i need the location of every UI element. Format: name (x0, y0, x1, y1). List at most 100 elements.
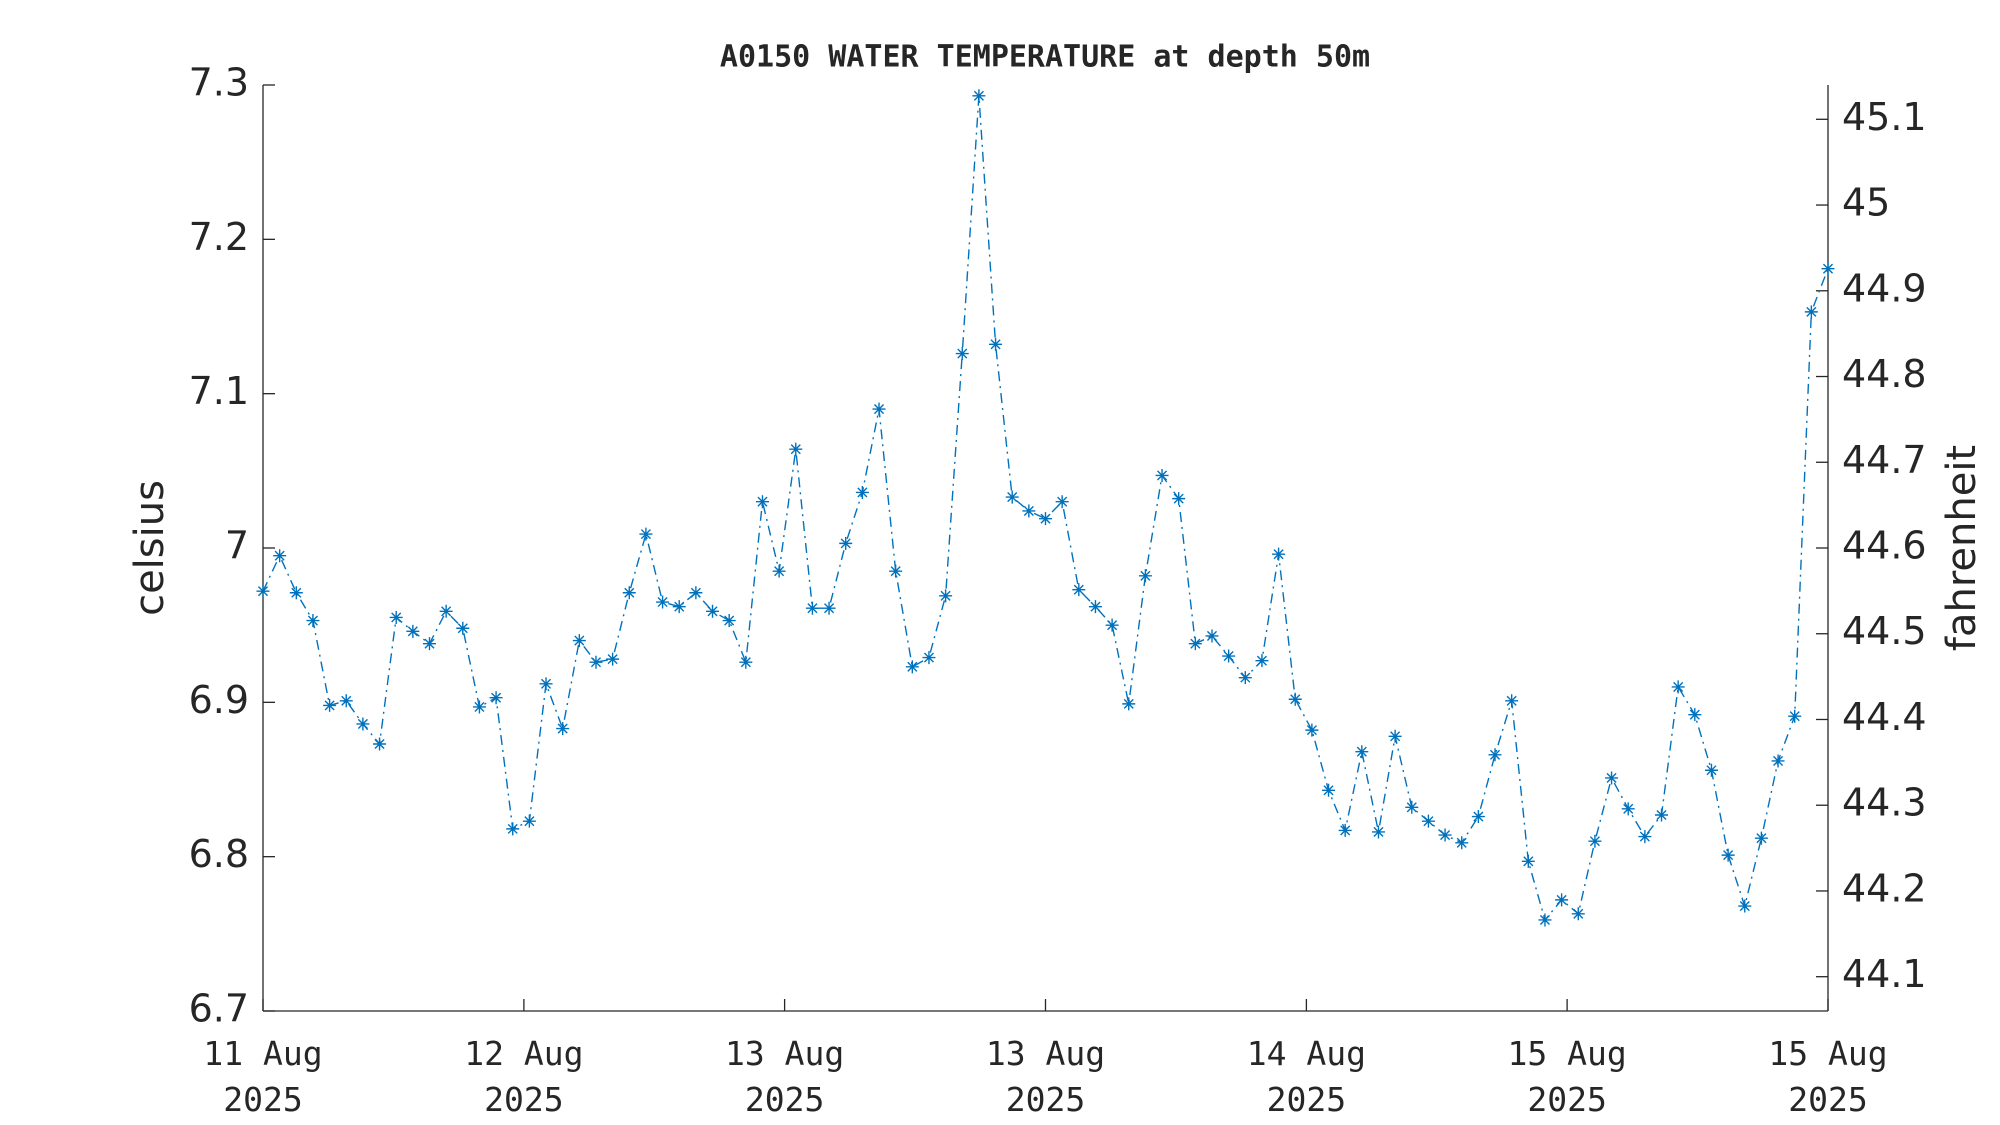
chart-title: A0150 WATER TEMPERATURE at depth 50m (720, 40, 1370, 75)
data-point (1172, 492, 1186, 506)
data-point (1072, 583, 1086, 597)
data-point (1771, 754, 1785, 768)
data-point (1188, 637, 1202, 651)
data-point (1022, 504, 1036, 518)
y-tick-label: 6.9 (189, 678, 249, 722)
data-point (289, 586, 303, 600)
data-point (1605, 771, 1619, 785)
data-point (472, 700, 486, 714)
data-point (656, 595, 670, 609)
data-point (1754, 831, 1768, 845)
data-point (1222, 649, 1236, 663)
data-point (955, 347, 969, 361)
data-point (622, 586, 636, 600)
series-line (262, 95, 1829, 922)
data-point (706, 604, 720, 618)
data-point (755, 495, 769, 509)
data-point (539, 677, 553, 691)
y2-tick-label: 45 (1842, 181, 1890, 225)
data-point (373, 737, 387, 751)
data-point (1621, 802, 1635, 816)
data-point (1721, 848, 1735, 862)
data-point (905, 660, 919, 674)
data-point (822, 601, 836, 615)
data-point (1305, 723, 1319, 737)
data-point (1788, 709, 1802, 723)
data-point (439, 604, 453, 618)
data-point (1638, 830, 1652, 844)
y2-tick-label: 45.1 (1842, 95, 1927, 139)
data-point (1371, 825, 1385, 839)
data-point (1088, 600, 1102, 614)
data-point (1488, 748, 1502, 762)
y2-tick-label: 44.1 (1842, 952, 1927, 996)
y2-tick-label: 44.5 (1842, 609, 1927, 653)
data-point (1039, 512, 1052, 526)
data-point (1704, 763, 1718, 777)
x-tick-label: 14 Aug 2025 (1246, 1034, 1366, 1119)
data-point (489, 691, 503, 705)
data-point (1338, 823, 1352, 837)
data-point (1455, 836, 1469, 850)
data-point (639, 527, 653, 541)
data-point (1388, 729, 1402, 743)
data-point (1205, 629, 1219, 643)
data-point (722, 614, 736, 628)
y2-tick-label: 44.3 (1842, 781, 1927, 825)
data-point (1288, 692, 1302, 706)
y-axis-label: celsius (127, 480, 173, 616)
data-point (689, 586, 703, 600)
data-point (506, 822, 520, 836)
data-point (606, 652, 620, 666)
data-point (1588, 834, 1602, 848)
data-point (389, 610, 403, 624)
y-tick-label: 7.2 (189, 215, 249, 259)
data-point (855, 485, 869, 499)
y2-tick-label: 44.8 (1842, 352, 1927, 396)
y-tick-label: 6.8 (189, 832, 249, 876)
y-tick-label: 7 (225, 524, 249, 568)
data-point (1688, 708, 1702, 722)
y2-tick-label: 44.7 (1842, 438, 1927, 482)
data-point (839, 536, 853, 550)
data-point (739, 655, 753, 669)
data-point (1438, 828, 1452, 842)
data-point (672, 600, 686, 614)
data-point (1655, 808, 1669, 822)
data-point (1738, 899, 1752, 913)
x-tick-label: 12 Aug 2025 (464, 1034, 584, 1119)
data-point (456, 621, 470, 635)
data-point (572, 634, 586, 648)
data-point (1555, 893, 1569, 907)
data-point (306, 614, 320, 628)
data-point (1122, 697, 1136, 711)
data-point (339, 694, 353, 708)
data-point (789, 442, 803, 456)
data-point (589, 655, 603, 669)
data-point (989, 337, 1003, 351)
y2-tick-label: 44.9 (1842, 266, 1927, 310)
data-point (323, 698, 337, 712)
x-tick-label: 11 Aug 2025 (203, 1034, 323, 1119)
data-point (805, 601, 819, 615)
x-tick-label: 15 Aug 2025 (1507, 1034, 1627, 1119)
data-point (1322, 783, 1336, 797)
data-point (356, 717, 370, 731)
y-tick-label: 7.3 (189, 61, 249, 105)
data-point (772, 564, 786, 578)
y2-tick-label: 44.2 (1842, 866, 1927, 910)
data-point (1138, 569, 1152, 583)
y2-tick-label: 44.6 (1842, 524, 1927, 568)
data-point (1238, 671, 1252, 685)
x-tick-label: 13 Aug 2025 (985, 1034, 1106, 1119)
data-point (1005, 490, 1019, 504)
data-point (1538, 913, 1552, 927)
data-point (1255, 654, 1269, 668)
data-point (1105, 618, 1119, 632)
data-point (1671, 680, 1685, 694)
data-point (1505, 694, 1519, 708)
data-point (1421, 814, 1435, 828)
data-point (1155, 468, 1169, 482)
